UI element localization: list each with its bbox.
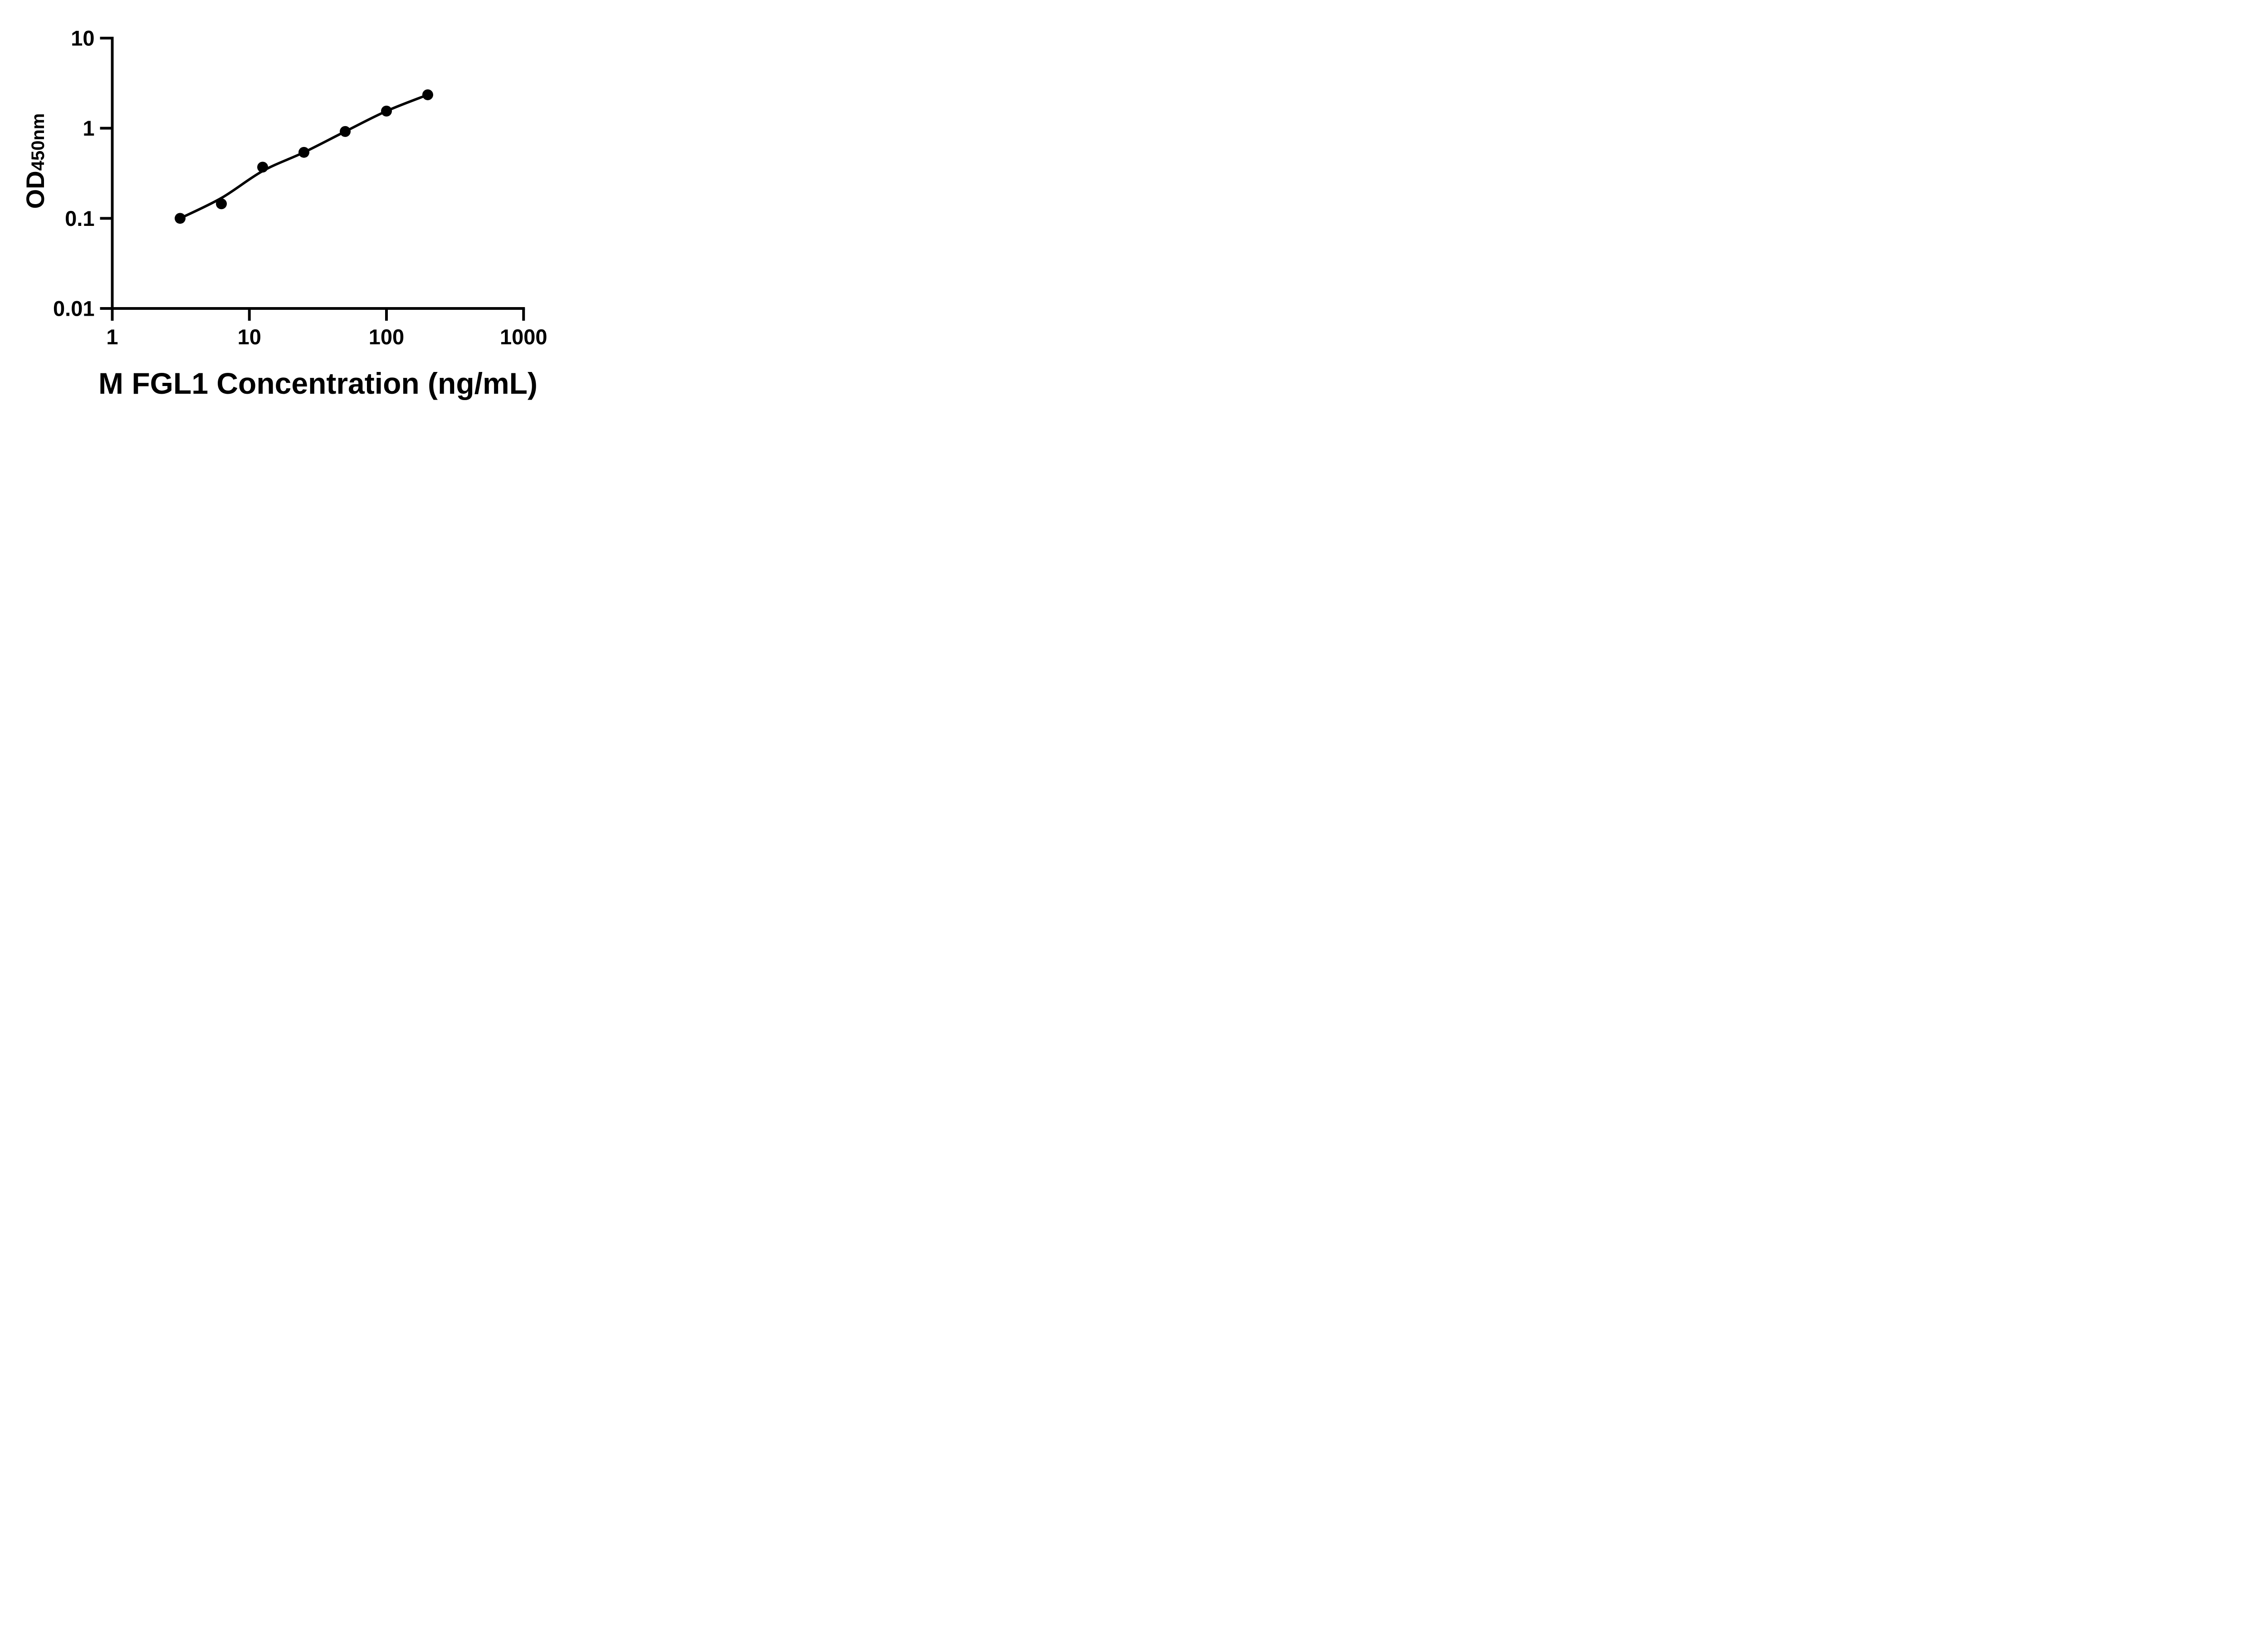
y-tick-label: 0.01 <box>53 296 94 320</box>
y-axis-title: OD450nm <box>21 113 49 209</box>
data-point <box>340 126 351 137</box>
tick-marks <box>100 37 525 321</box>
x-tick-label: 1 <box>106 325 118 349</box>
data-series <box>175 89 433 224</box>
x-tick-label: 1000 <box>500 325 547 349</box>
x-axis-title: M FGL1 Concentration (ng/mL) <box>98 367 538 400</box>
y-tick-label: 1 <box>83 116 94 140</box>
x-tick-label: 10 <box>238 325 261 349</box>
tick-labels: 10 1 0.1 0.01 1 10 100 1000 <box>53 26 547 349</box>
y-axis-title-subscript: 450nm <box>28 113 48 171</box>
axes <box>111 37 525 310</box>
y-tick-label: 10 <box>71 26 94 50</box>
chart-canvas: 10 1 0.1 0.01 1 10 100 1000 M FGL1 Concentratio… <box>21 26 547 400</box>
y-axis-title-main: OD <box>21 171 49 209</box>
data-point <box>216 198 227 210</box>
data-point <box>381 105 392 117</box>
y-tick-label: 0.1 <box>65 206 94 230</box>
data-point <box>298 147 310 158</box>
x-tick-label: 100 <box>369 325 404 349</box>
data-point <box>257 161 269 173</box>
data-point <box>175 213 186 224</box>
data-point <box>422 89 433 100</box>
elisa-standard-curve-figure: 10 1 0.1 0.01 1 10 100 1000 M FGL1 Concentratio… <box>0 0 583 408</box>
